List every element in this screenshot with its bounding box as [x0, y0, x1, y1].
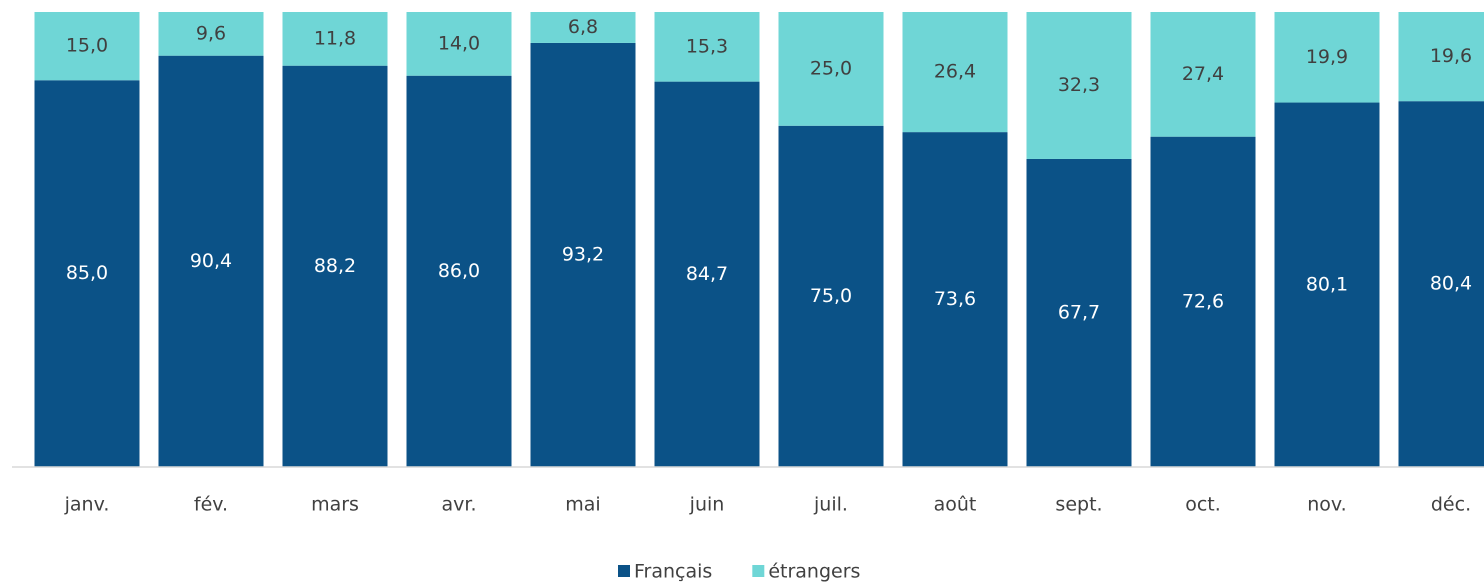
bar-segment — [158, 55, 264, 468]
bar-segment — [778, 125, 884, 467]
data-label: 85,0 — [66, 262, 108, 284]
data-label: 15,3 — [686, 35, 728, 57]
bar-segment — [654, 12, 760, 82]
bar-segment — [1026, 12, 1132, 159]
bar-segment — [1398, 101, 1484, 468]
data-label: 27,4 — [1182, 63, 1224, 85]
bar-segment — [530, 12, 636, 43]
bar-segment — [530, 42, 636, 467]
x-tick-label: fév. — [194, 494, 228, 516]
bar-segment — [1150, 12, 1256, 137]
data-label: 67,7 — [1058, 301, 1100, 323]
data-label: 9,6 — [196, 22, 226, 44]
data-label: 26,4 — [934, 61, 976, 83]
bar-segment — [654, 81, 760, 468]
legend-label: étrangers — [768, 561, 860, 583]
data-label: 88,2 — [314, 255, 356, 277]
data-label: 19,9 — [1306, 46, 1348, 68]
data-label: 15,0 — [66, 35, 108, 57]
bar-segment — [406, 12, 512, 76]
data-label: 72,6 — [1182, 290, 1224, 312]
x-tick-label: mai — [565, 494, 600, 516]
data-label: 11,8 — [314, 27, 356, 49]
x-tick-label: janv. — [64, 494, 110, 516]
x-tick-label: oct. — [1185, 494, 1221, 516]
data-label: 93,2 — [562, 243, 604, 265]
bar-segment — [282, 12, 388, 66]
bar-segment — [34, 12, 140, 81]
data-label: 32,3 — [1058, 74, 1100, 96]
bar-segment — [158, 12, 264, 56]
data-label: 84,7 — [686, 263, 728, 285]
legend-label: Français — [634, 561, 712, 583]
x-tick-label: nov. — [1307, 494, 1346, 516]
data-label: 90,4 — [190, 250, 232, 272]
bar-segment — [1150, 136, 1256, 468]
data-label: 73,6 — [934, 288, 976, 310]
bar-segment — [1026, 158, 1132, 467]
data-label: 80,4 — [1430, 273, 1472, 295]
data-label: 75,0 — [810, 285, 852, 307]
data-label: 86,0 — [438, 260, 480, 282]
legend-swatch — [618, 565, 630, 577]
x-tick-label: mars — [311, 494, 359, 516]
x-tick-label: juil. — [813, 494, 848, 516]
bar-segment — [778, 12, 884, 126]
x-tick-label: août — [934, 494, 977, 516]
data-label: 80,1 — [1306, 273, 1348, 295]
x-tick-label: sept. — [1055, 494, 1102, 516]
x-tick-label: avr. — [442, 494, 477, 516]
data-label: 6,8 — [568, 16, 598, 38]
data-label: 25,0 — [810, 57, 852, 79]
bar-segment — [406, 75, 512, 467]
data-label: 19,6 — [1430, 45, 1472, 67]
data-label: 14,0 — [438, 32, 480, 54]
x-tick-label: juin — [689, 494, 725, 516]
bar-segment — [1274, 102, 1380, 468]
bar-segment — [902, 12, 1008, 133]
bar-segment — [34, 80, 140, 467]
bar-segment — [902, 132, 1008, 467]
x-tick-label: déc. — [1431, 494, 1471, 516]
legend-swatch — [752, 565, 765, 577]
bar-segment — [1398, 12, 1484, 102]
bar-segment — [1274, 12, 1380, 103]
bar-segment — [282, 65, 388, 467]
